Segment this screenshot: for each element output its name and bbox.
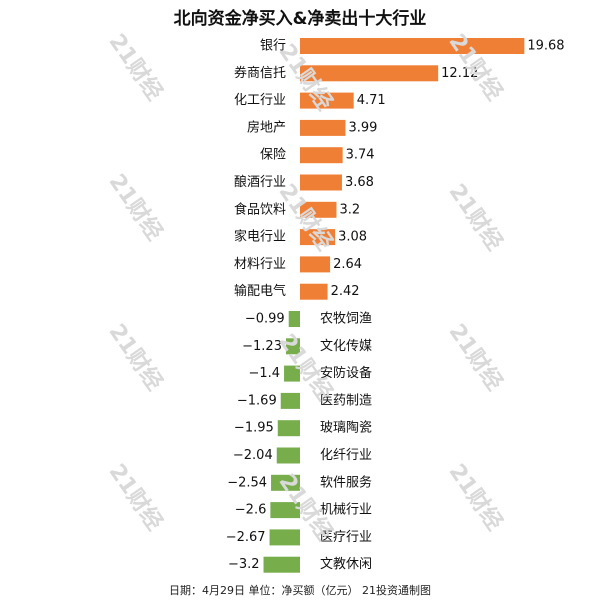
value-label: 3.08 xyxy=(338,230,367,245)
category-label: 家电行业 xyxy=(234,229,286,245)
category-label: 材料行业 xyxy=(234,257,286,272)
value-label: 12.12 xyxy=(441,66,478,81)
bar xyxy=(271,474,300,491)
bar-chart: 银行 19.68 券商信托 12.12 化工行业 4.71 房地产 3.99 保险 3.74 酿酒行… xyxy=(226,38,565,573)
bar xyxy=(300,201,337,218)
bar xyxy=(269,529,300,546)
category-label: 医药制造 xyxy=(320,393,372,408)
bar xyxy=(300,147,343,164)
value-label: 3.74 xyxy=(346,148,375,163)
value-label: −2.67 xyxy=(226,530,266,545)
bar xyxy=(300,38,525,54)
bar xyxy=(300,256,331,273)
value-label: 4.71 xyxy=(357,93,386,108)
chart-title: 北向资金净买入&净卖出十大行业 xyxy=(173,9,427,29)
category-label: 券商信托 xyxy=(234,65,286,81)
category-label: 酿酒行业 xyxy=(234,174,286,190)
bar xyxy=(284,365,300,382)
bar xyxy=(270,502,300,519)
bar xyxy=(285,338,300,355)
value-label: 3.68 xyxy=(345,175,374,190)
category-label: 食品饮料 xyxy=(234,201,286,217)
category-label: 输配电气 xyxy=(234,283,286,299)
bar xyxy=(300,174,342,191)
bar xyxy=(288,311,300,327)
category-label: 机械行业 xyxy=(320,503,372,518)
category-label: 保险 xyxy=(260,148,286,163)
value-label: −1.95 xyxy=(234,421,274,436)
category-label: 软件服务 xyxy=(320,474,372,490)
value-label: −3.2 xyxy=(228,557,260,572)
bar xyxy=(300,283,328,300)
category-label: 玻璃陶瓷 xyxy=(320,420,372,436)
value-label: −1.4 xyxy=(248,366,280,381)
bar xyxy=(300,92,354,109)
category-label: 化工行业 xyxy=(234,93,286,108)
bar xyxy=(263,556,300,573)
value-label: −0.99 xyxy=(245,312,285,327)
category-label: 农牧饲渔 xyxy=(320,312,372,327)
value-label: −2.6 xyxy=(235,503,267,518)
value-label: 3.2 xyxy=(339,202,360,217)
value-label: −1.69 xyxy=(237,393,277,408)
bar xyxy=(300,119,346,136)
bar xyxy=(280,392,300,409)
value-label: −1.23 xyxy=(242,339,282,354)
value-label: 2.42 xyxy=(331,284,360,299)
chart-footer: 日期：4月29日 单位：净买额（亿元） 21投资通制图 xyxy=(169,584,431,597)
bar xyxy=(276,447,300,464)
value-label: −2.04 xyxy=(233,448,273,463)
category-label: 房地产 xyxy=(247,119,286,135)
bar xyxy=(277,420,300,437)
category-label: 文化传媒 xyxy=(320,339,372,354)
category-label: 文教休闲 xyxy=(320,556,372,572)
value-label: 3.99 xyxy=(348,120,377,135)
value-label: −2.54 xyxy=(227,475,267,490)
value-label: 19.68 xyxy=(527,39,564,54)
category-label: 化纤行业 xyxy=(320,448,372,463)
category-label: 医疗行业 xyxy=(320,530,372,545)
bar xyxy=(300,229,336,246)
value-label: 2.64 xyxy=(333,257,362,272)
category-label: 银行 xyxy=(260,39,286,54)
bar xyxy=(300,65,439,82)
category-label: 安防设备 xyxy=(320,365,372,381)
